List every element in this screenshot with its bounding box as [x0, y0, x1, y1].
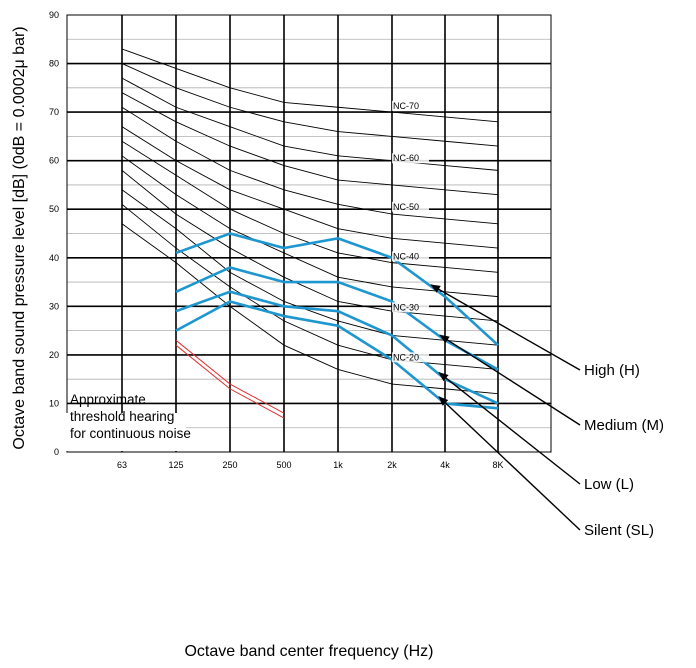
threshold-line-lower [175, 344, 285, 419]
nc-curve [121, 126, 499, 249]
callout-label: High (H) [584, 362, 640, 379]
tick-labels: 0 10 20 30 40 50 60 70 80 90 63 125 250 500 1k 2k 4k 8K [49, 10, 504, 470]
nc-label-bg [392, 302, 429, 313]
nc-labels: NC-70 NC-60 NC-50 NC-40 NC-30 NC-20 [392, 100, 429, 363]
note-line-1: Approximate [70, 392, 146, 407]
nc-curve [121, 223, 499, 395]
y-tick-label: 70 [49, 107, 59, 117]
nc-label-bg [392, 201, 429, 212]
nc-curve [121, 77, 499, 171]
x-tick-label: 8K [492, 460, 503, 470]
x-tick-label: 1k [333, 460, 343, 470]
nc-label-bg [392, 251, 429, 262]
y-tick-label: 30 [49, 301, 59, 311]
callout-label: Medium (M) [584, 417, 664, 434]
y-axis-title: Octave band sound pressure level [dB] (0… [11, 26, 28, 449]
nc-label-bg [392, 352, 429, 363]
callout-arrow [430, 284, 581, 371]
callout-label: Silent (SL) [584, 522, 654, 539]
nc-curve [121, 92, 499, 196]
nc-curve [121, 63, 499, 147]
threshold-line-upper [175, 339, 285, 414]
nc-curve [121, 204, 499, 370]
x-tick-label: 2k [387, 460, 397, 470]
x-tick-label: 500 [276, 460, 291, 470]
nc-label: NC-50 [393, 202, 419, 212]
y-tick-label: 90 [49, 10, 59, 20]
callout-arrow [438, 371, 581, 485]
callouts: High (H) Medium (M) Low (L) Silent (SL) [430, 284, 664, 539]
callout-arrow [438, 396, 581, 531]
y-tick-label: 20 [49, 350, 59, 360]
nc-label: NC-70 [393, 101, 419, 111]
x-axis-title: Octave band center frequency (Hz) [184, 643, 433, 660]
x-tick-label: 4k [440, 460, 450, 470]
x-tick-label: 125 [168, 460, 183, 470]
y-tick-label: 0 [54, 447, 59, 457]
x-tick-label: 250 [222, 460, 237, 470]
nc-label: NC-30 [393, 302, 419, 312]
nc-curve [121, 106, 499, 225]
threshold-note: Approximate threshold hearing for contin… [64, 392, 191, 451]
nc-label-bg [392, 100, 429, 111]
nc-curve [121, 48, 499, 123]
nc-label: NC-60 [393, 153, 419, 163]
note-line-3: for continuous noise [70, 426, 191, 441]
x-tick-label: 63 [117, 460, 127, 470]
plot-frame [66, 14, 552, 453]
nc-label-bg [392, 153, 429, 164]
nc-curve [121, 170, 499, 322]
series-line [175, 232, 499, 347]
y-tick-label: 50 [49, 204, 59, 214]
nc-curve [121, 189, 499, 346]
note-line-2: threshold hearing [70, 409, 174, 424]
grid [67, 15, 551, 452]
y-tick-label: 80 [49, 59, 59, 69]
callout-arrow [439, 334, 581, 426]
y-tick-label: 40 [49, 253, 59, 263]
y-tick-label: 10 [49, 398, 59, 408]
nc-curves [121, 48, 499, 395]
callout-label: Low (L) [584, 476, 634, 493]
threshold-curve [175, 339, 285, 419]
y-tick-label: 60 [49, 156, 59, 166]
nc-label: NC-20 [393, 352, 419, 362]
nc-label: NC-40 [393, 251, 419, 261]
